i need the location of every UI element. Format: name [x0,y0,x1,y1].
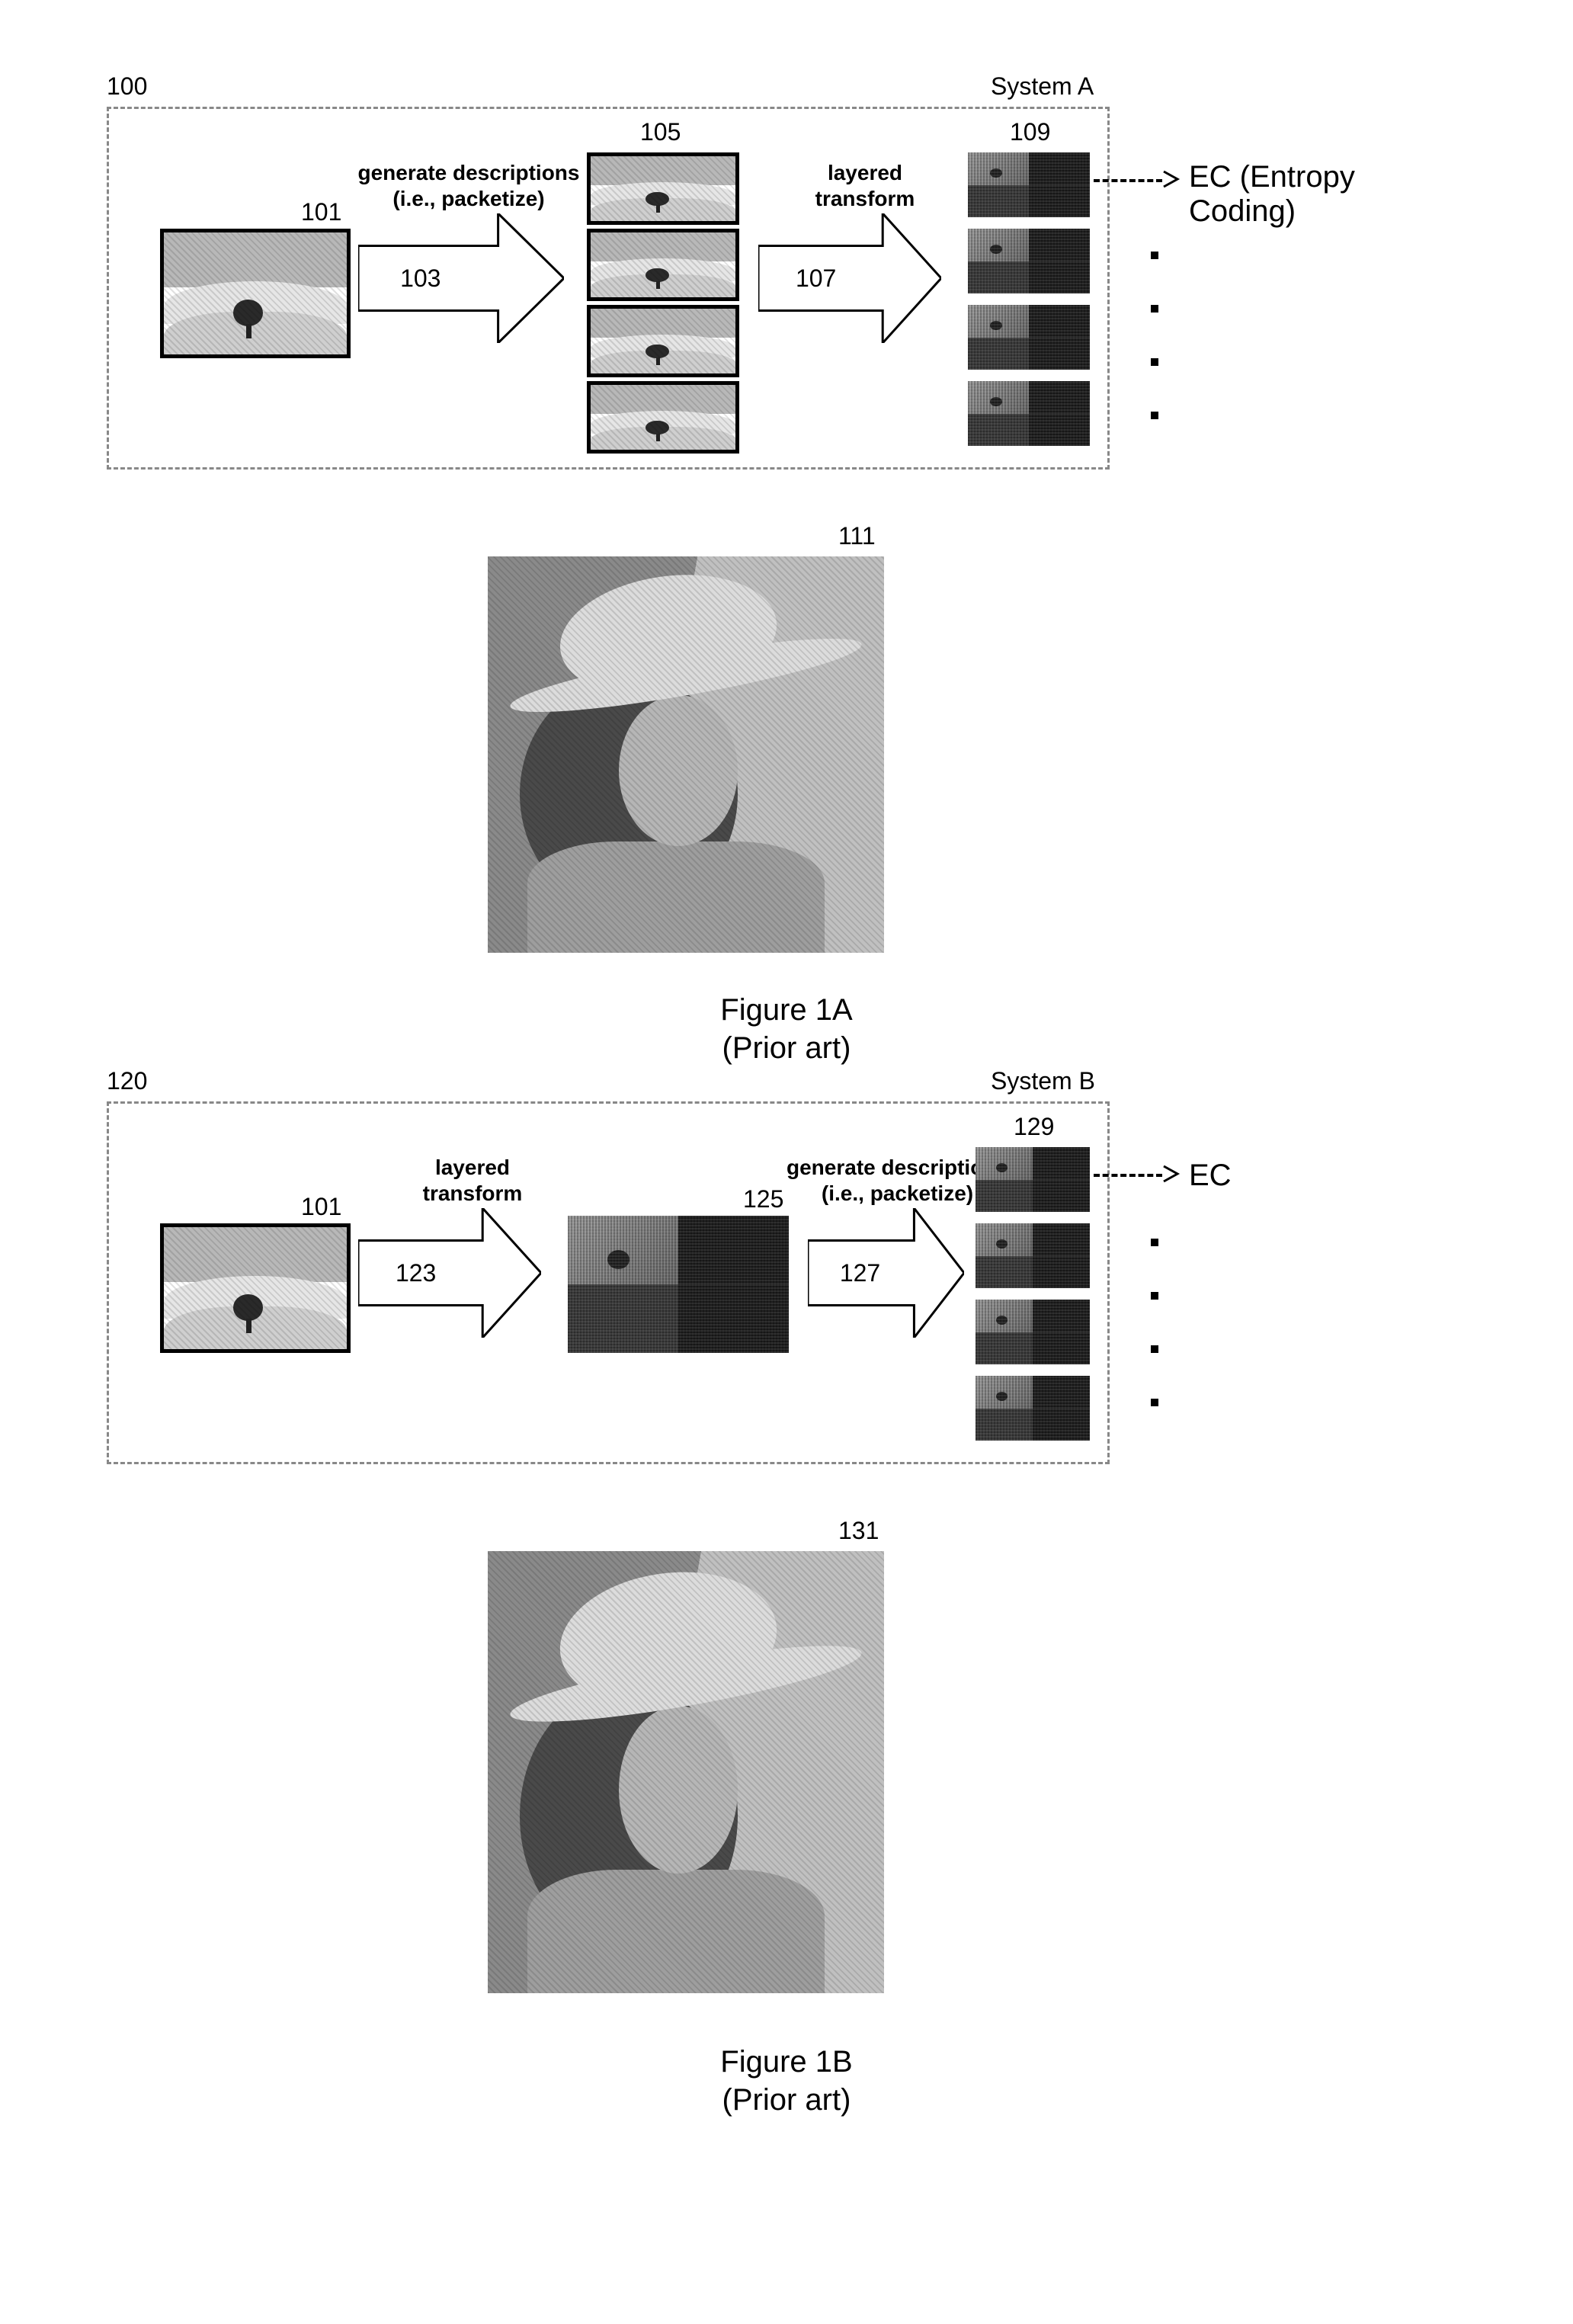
ec-dot [1151,412,1158,419]
ec-dot [1151,305,1158,313]
ref-label: 111 [838,522,876,550]
source-image [160,229,351,358]
process-label: generate descriptions(i.e., packetize) [354,160,583,211]
source-image [587,305,739,377]
transform-image [968,305,1090,370]
system-label: System A [991,72,1094,101]
source-image [587,152,739,225]
process-arrow [808,1208,964,1338]
process-label: layeredtransform [381,1155,564,1206]
figure-caption-b: Figure 1B(Prior art) [0,2043,1573,2119]
figure-caption-a: Figure 1A(Prior art) [0,991,1573,1067]
source-image [587,381,739,454]
ref-label: 109 [1010,118,1050,146]
ref-label: 129 [1014,1113,1054,1141]
system-label: System B [991,1067,1095,1095]
transform-image [976,1300,1090,1364]
process-arrow [358,1208,541,1338]
transform-image [968,152,1090,217]
ref-label: 101 [301,1193,341,1221]
ec-dot [1151,358,1158,366]
ec-label: EC (EntropyCoding) [1189,160,1355,229]
ref-label: 125 [743,1185,783,1213]
source-image [587,229,739,301]
ec-label: EC [1189,1159,1232,1193]
result-image-distorted [488,1551,884,1993]
process-arrow [358,213,564,343]
transform-image [976,1376,1090,1441]
system-ref: 100 [107,72,147,101]
ec-arrowhead [1162,1165,1181,1183]
ec-dot [1151,1239,1158,1246]
ec-dot [1151,1345,1158,1353]
ref-label: 103 [400,264,441,293]
transform-image [968,381,1090,446]
transform-image [976,1147,1090,1212]
ref-label: 127 [840,1259,880,1287]
ec-dot [1151,1292,1158,1300]
transform-image [568,1216,789,1353]
ref-label: 101 [301,198,341,226]
transform-image [976,1223,1090,1288]
ec-dot [1151,1399,1158,1406]
ec-dash [1094,1174,1162,1177]
ref-label: 131 [838,1517,879,1545]
ref-label: 107 [796,264,836,293]
ec-dot [1151,252,1158,259]
result-image [488,556,884,953]
source-image [160,1223,351,1353]
process-label: layeredtransform [774,160,956,211]
ref-label: 123 [396,1259,436,1287]
system-ref: 120 [107,1067,147,1095]
transform-image [968,229,1090,293]
process-arrow [758,213,941,343]
ec-arrowhead [1162,170,1181,188]
ec-dash [1094,179,1162,182]
ref-label: 105 [640,118,681,146]
